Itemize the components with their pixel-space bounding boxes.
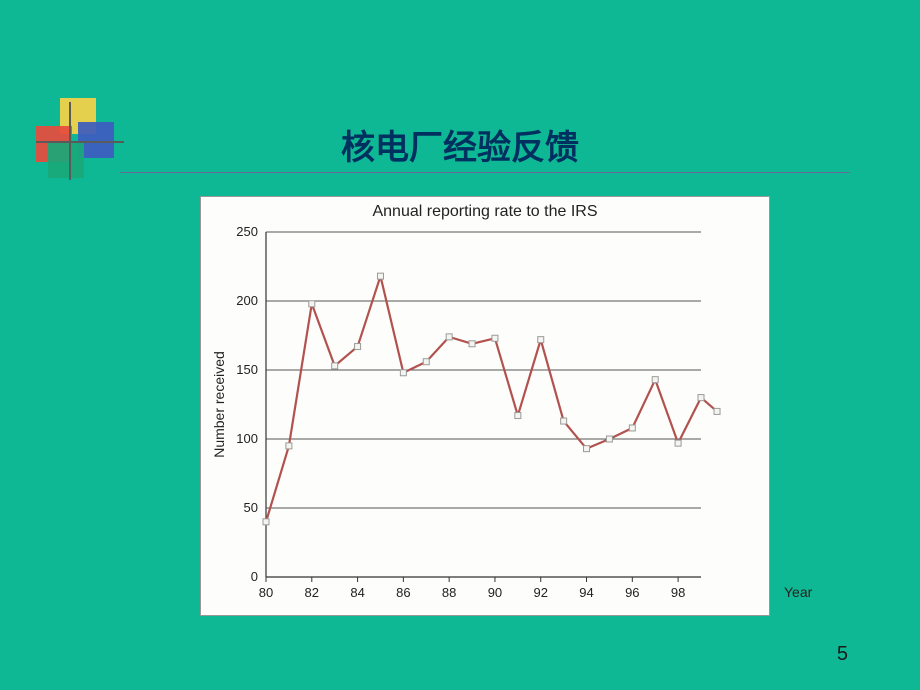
svg-text:50: 50 xyxy=(244,500,258,515)
chart-title: Annual reporting rate to the IRS xyxy=(201,203,769,221)
svg-text:200: 200 xyxy=(236,293,258,308)
svg-text:88: 88 xyxy=(442,585,456,600)
svg-text:86: 86 xyxy=(396,585,410,600)
svg-text:80: 80 xyxy=(259,585,273,600)
chart-canvas: 0 50 100 150 200 250 80 82 84 86 88 90 92 94 96 98 Numbe… xyxy=(201,197,771,617)
svg-text:98: 98 xyxy=(671,585,685,600)
svg-text:84: 84 xyxy=(350,585,364,600)
svg-text:94: 94 xyxy=(579,585,593,600)
svg-text:96: 96 xyxy=(625,585,639,600)
svg-text:92: 92 xyxy=(534,585,548,600)
svg-text:90: 90 xyxy=(488,585,502,600)
title-underline xyxy=(120,172,850,173)
svg-text:0: 0 xyxy=(251,569,258,584)
svg-text:250: 250 xyxy=(236,224,258,239)
page-number: 5 xyxy=(837,643,848,666)
svg-text:150: 150 xyxy=(236,362,258,377)
slide-title: 核电厂经验反馈 xyxy=(0,120,920,169)
svg-text:Number received: Number received xyxy=(211,351,227,458)
svg-text:100: 100 xyxy=(236,431,258,446)
svg-text:82: 82 xyxy=(305,585,319,600)
irs-chart: Annual reporting rate to the IRS 0 50 100 1… xyxy=(200,196,770,616)
x-axis-label: Year xyxy=(784,584,812,600)
